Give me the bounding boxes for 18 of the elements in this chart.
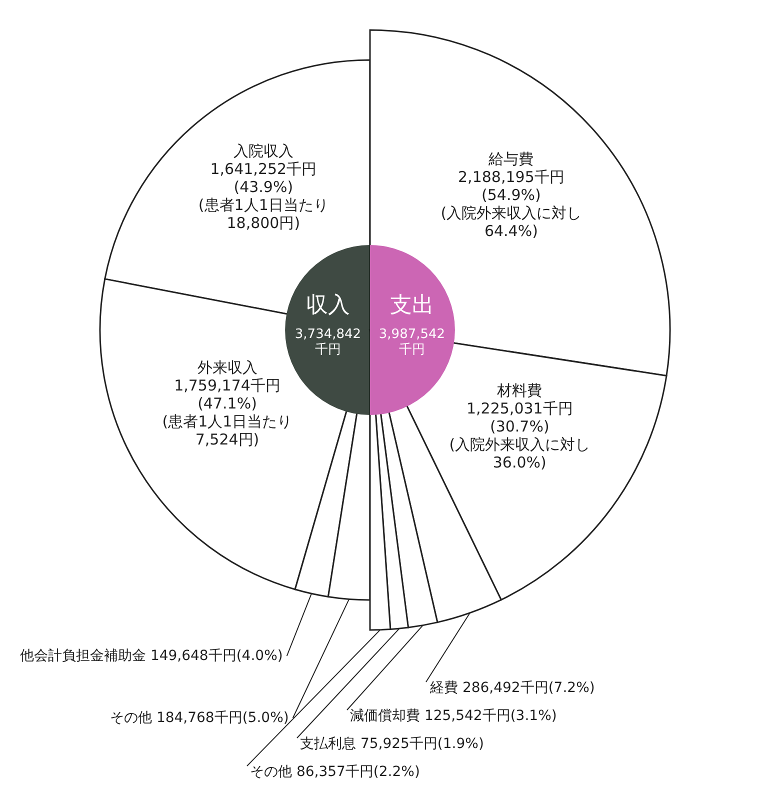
data-label: 2,188,195千円 (54.9%) (入院外来収入に対し 64.4%)	[440, 168, 582, 240]
data-label: 1,759,174千円 (47.1%) (患者1人1日当たり 7,524円)	[162, 376, 292, 448]
text: 収入	[306, 293, 350, 318]
slice-label: 他会計負担金補助金 149,648千円(4.0%)	[20, 648, 283, 664]
text: 3,987,542千円	[378, 327, 446, 358]
slice-label: その他 86,357千円(2.2%)	[250, 764, 420, 780]
text: 支出	[390, 293, 434, 318]
slice-label: その他 184,768千円(5.0%)	[110, 710, 289, 726]
slice-label: 減価償却費 125,542千円(3.1%)	[350, 708, 557, 724]
slice-label: 給与費	[488, 150, 534, 168]
data-label: 1,641,252千円 (43.9%) (患者1人1日当たり 18,800円)	[198, 160, 328, 232]
slice-label: 入院収入	[233, 142, 294, 160]
text: 3,734,842千円	[294, 327, 362, 358]
slice-label: 経費 286,492千円(7.2%)	[429, 680, 595, 696]
slice-label: 外来収入	[197, 358, 258, 376]
slice-label: 支払利息 75,925千円(1.9%)	[300, 736, 484, 752]
slice-label: 材料費	[496, 381, 542, 400]
data-label: 1,225,031千円 (30.7%) (入院外来収入に対し 36.0%)	[449, 399, 590, 472]
